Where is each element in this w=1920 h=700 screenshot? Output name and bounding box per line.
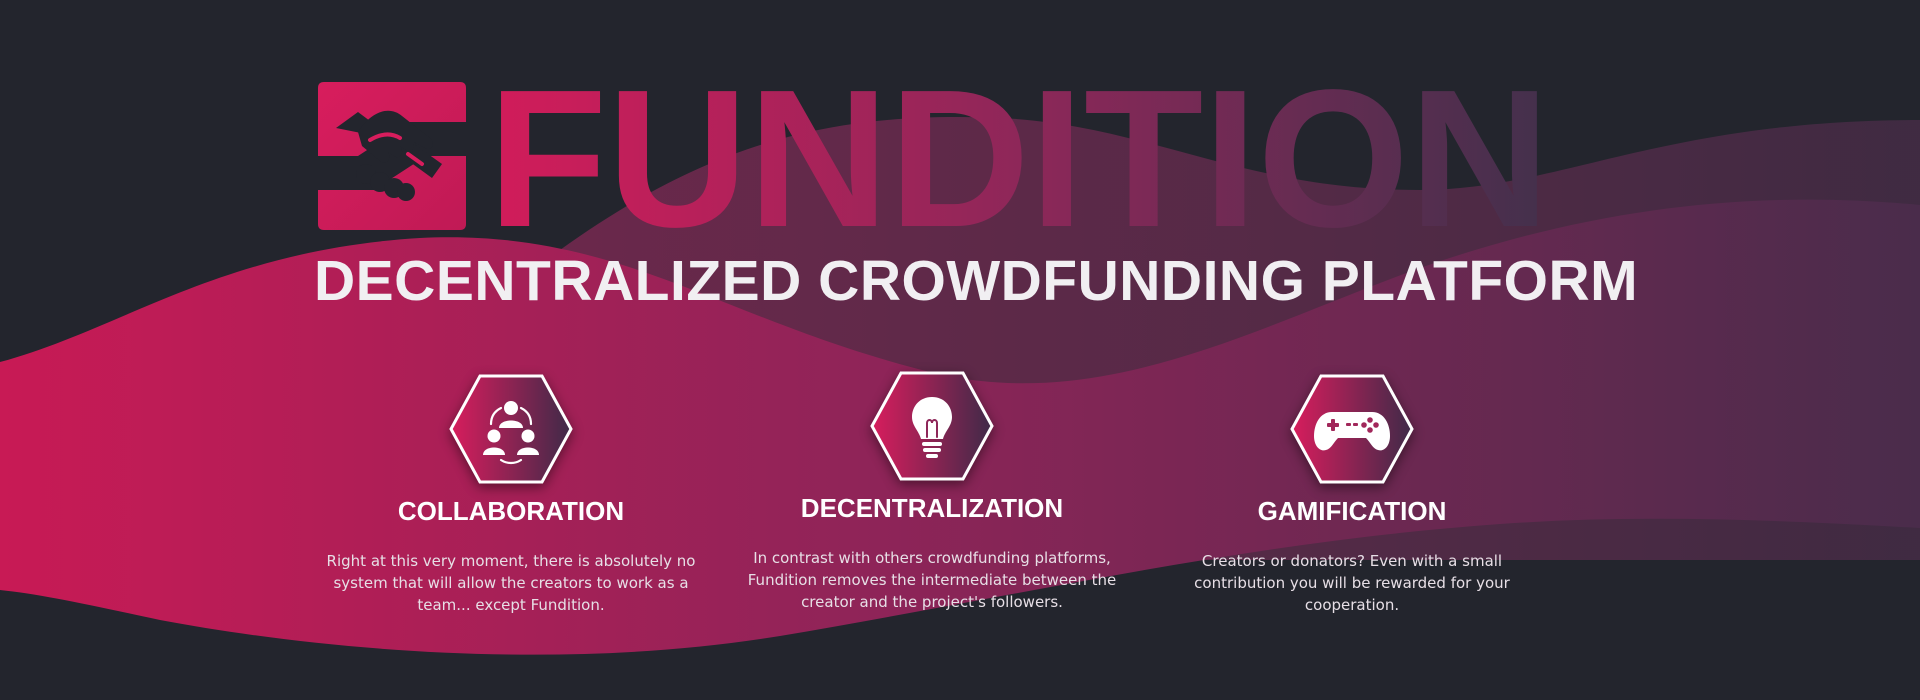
feature-description: Right at this very moment, there is abso… [326, 552, 696, 614]
feature-collaboration: COLLABORATION Right at this very moment,… [311, 374, 711, 616]
feature-title: COLLABORATION [397, 496, 625, 526]
feature-description: Creators or donators? Even with a small … [1194, 552, 1510, 614]
team-collaboration-icon [449, 374, 573, 484]
tagline: DECENTRALIZED CROWDFUNDING PLATFORM [314, 249, 1639, 313]
wordmark: FUNDITION [488, 80, 1550, 230]
feature-decentralization: DECENTRALIZATION In contrast with others… [732, 371, 1132, 613]
brand-logo: FUNDITION [318, 80, 1550, 230]
brand-name: FUNDITION [488, 80, 1550, 230]
handshake-icon [318, 82, 466, 230]
gamepad-icon [1290, 374, 1414, 484]
feature-title: DECENTRALIZATION [800, 493, 1064, 523]
feature-description: In contrast with others crowdfunding pla… [747, 549, 1117, 611]
feature-gamification: GAMIFICATION Creators or donators? Even … [1152, 374, 1552, 616]
feature-title: GAMIFICATION [1257, 496, 1447, 526]
lightbulb-icon [870, 371, 994, 481]
